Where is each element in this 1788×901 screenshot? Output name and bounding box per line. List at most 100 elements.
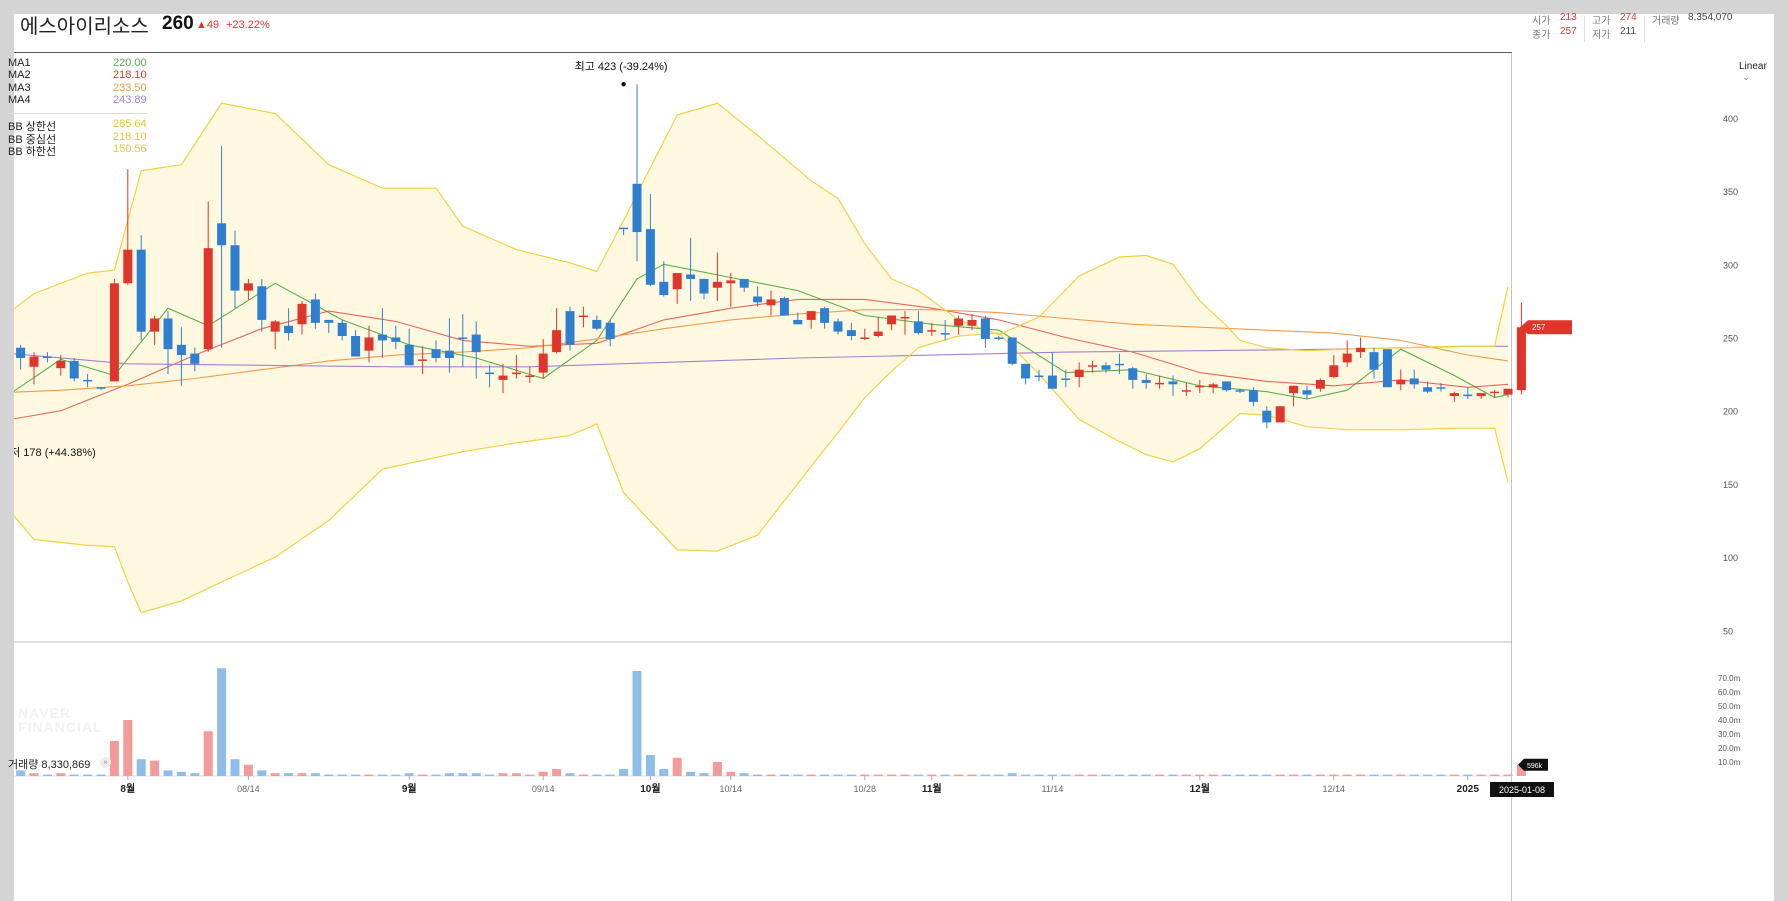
candle bbox=[1101, 362, 1111, 373]
candle-body bbox=[619, 227, 629, 230]
bb-upper-line bbox=[14, 102, 1509, 352]
candle bbox=[887, 315, 897, 331]
volume-bar bbox=[726, 771, 736, 776]
volume-bar bbox=[1061, 774, 1071, 776]
candle bbox=[123, 169, 133, 285]
candle-body bbox=[793, 319, 803, 325]
candle bbox=[860, 328, 870, 341]
volume-bar bbox=[1047, 774, 1057, 776]
candle bbox=[927, 322, 937, 337]
volume-bar bbox=[1490, 774, 1500, 776]
x-tick-label: 9월 bbox=[402, 783, 417, 795]
volume-bar bbox=[511, 773, 521, 776]
candle-body bbox=[1315, 379, 1325, 389]
low-annotation: 최저 178 (+44.38%) bbox=[14, 446, 96, 459]
candle-body bbox=[1114, 363, 1124, 366]
volume-value: 8,354,070 bbox=[1688, 12, 1733, 23]
candle-body bbox=[578, 315, 588, 318]
candle-body bbox=[56, 360, 66, 369]
candle-body bbox=[967, 319, 977, 326]
candle bbox=[1235, 388, 1245, 394]
candle bbox=[846, 322, 856, 341]
candle bbox=[699, 278, 709, 300]
current-date-tag: 2025-01-08 bbox=[1499, 785, 1545, 795]
volume-bar bbox=[270, 773, 280, 776]
volume-bar bbox=[1315, 774, 1325, 776]
volume-bar bbox=[686, 771, 696, 776]
candle bbox=[1007, 337, 1017, 366]
candle bbox=[712, 252, 722, 301]
legend-name: BB 중심선 bbox=[8, 133, 57, 146]
scale-toggle-button[interactable]: Linear ⌄ bbox=[1739, 61, 1774, 83]
volume-bar bbox=[1302, 774, 1312, 776]
candle bbox=[324, 319, 334, 334]
volume-bar bbox=[833, 774, 843, 776]
candle-body bbox=[485, 372, 495, 375]
candle bbox=[1155, 375, 1165, 389]
candle bbox=[69, 357, 79, 382]
candle-body bbox=[217, 223, 227, 246]
volume-bar bbox=[1021, 774, 1031, 776]
volume-bar bbox=[1114, 774, 1124, 776]
candle bbox=[1369, 347, 1379, 379]
legend-row: MA4 243.89 bbox=[8, 94, 147, 106]
candle bbox=[1021, 363, 1031, 385]
candle bbox=[471, 321, 481, 379]
candle-body bbox=[1356, 347, 1366, 353]
candle bbox=[217, 145, 227, 348]
legend-value: 233.50 bbox=[113, 81, 147, 94]
volume-bar bbox=[391, 774, 401, 776]
candle bbox=[552, 308, 562, 354]
candle bbox=[257, 278, 267, 332]
candle-body bbox=[404, 344, 414, 366]
volume-bar bbox=[1222, 774, 1232, 776]
volume-bar bbox=[1449, 774, 1459, 776]
x-tick-label: 8월 bbox=[120, 783, 135, 795]
candle-body bbox=[324, 319, 334, 323]
candle-body bbox=[565, 311, 575, 345]
candle-body bbox=[297, 303, 307, 325]
candle bbox=[672, 273, 682, 304]
close-icon[interactable]: × bbox=[100, 757, 111, 768]
candle bbox=[243, 278, 253, 300]
y-tick-label: 50 bbox=[1723, 626, 1733, 636]
candle-body bbox=[69, 360, 79, 379]
candle-body bbox=[954, 318, 964, 326]
legend-row: MA1 220.00 bbox=[8, 57, 147, 69]
candle bbox=[163, 311, 173, 375]
candle-body bbox=[511, 372, 521, 375]
volume-bar bbox=[1168, 774, 1178, 776]
volume-bar bbox=[592, 774, 602, 776]
volume-bar bbox=[954, 774, 964, 776]
price-chart[interactable]: 최고 423 (-39.24%) 최저 178 (+44.38%) 50 100 150… bbox=[14, 14, 1774, 901]
candle bbox=[230, 230, 240, 309]
naver-financial-watermark: NAVER FINANCIAL bbox=[18, 706, 102, 734]
candle bbox=[96, 387, 106, 391]
candle bbox=[1128, 366, 1138, 389]
volume-bar bbox=[739, 773, 749, 776]
candle-body bbox=[136, 249, 146, 332]
stock-name: 에스아이리소스 bbox=[20, 16, 149, 38]
volume-bar bbox=[980, 774, 990, 776]
volume-bar bbox=[940, 774, 950, 776]
candle bbox=[538, 338, 548, 379]
candle bbox=[109, 278, 119, 382]
candle bbox=[753, 286, 763, 307]
candle-body bbox=[994, 337, 1004, 339]
open-label: 시가 bbox=[1532, 16, 1551, 27]
candle bbox=[203, 201, 213, 353]
volume-bar bbox=[1476, 774, 1486, 776]
candle bbox=[1423, 381, 1433, 394]
candle bbox=[578, 306, 588, 328]
high-marker bbox=[621, 82, 626, 87]
candle-body bbox=[377, 334, 387, 341]
volume-bar bbox=[605, 774, 615, 776]
candle-body bbox=[471, 334, 481, 353]
candle bbox=[270, 319, 280, 350]
legend-value: 243.89 bbox=[113, 93, 147, 106]
candle-body bbox=[257, 286, 267, 320]
volume-bar bbox=[1423, 774, 1433, 776]
candle-body bbox=[538, 353, 548, 373]
candle bbox=[83, 374, 93, 388]
candle-body bbox=[1007, 337, 1017, 364]
